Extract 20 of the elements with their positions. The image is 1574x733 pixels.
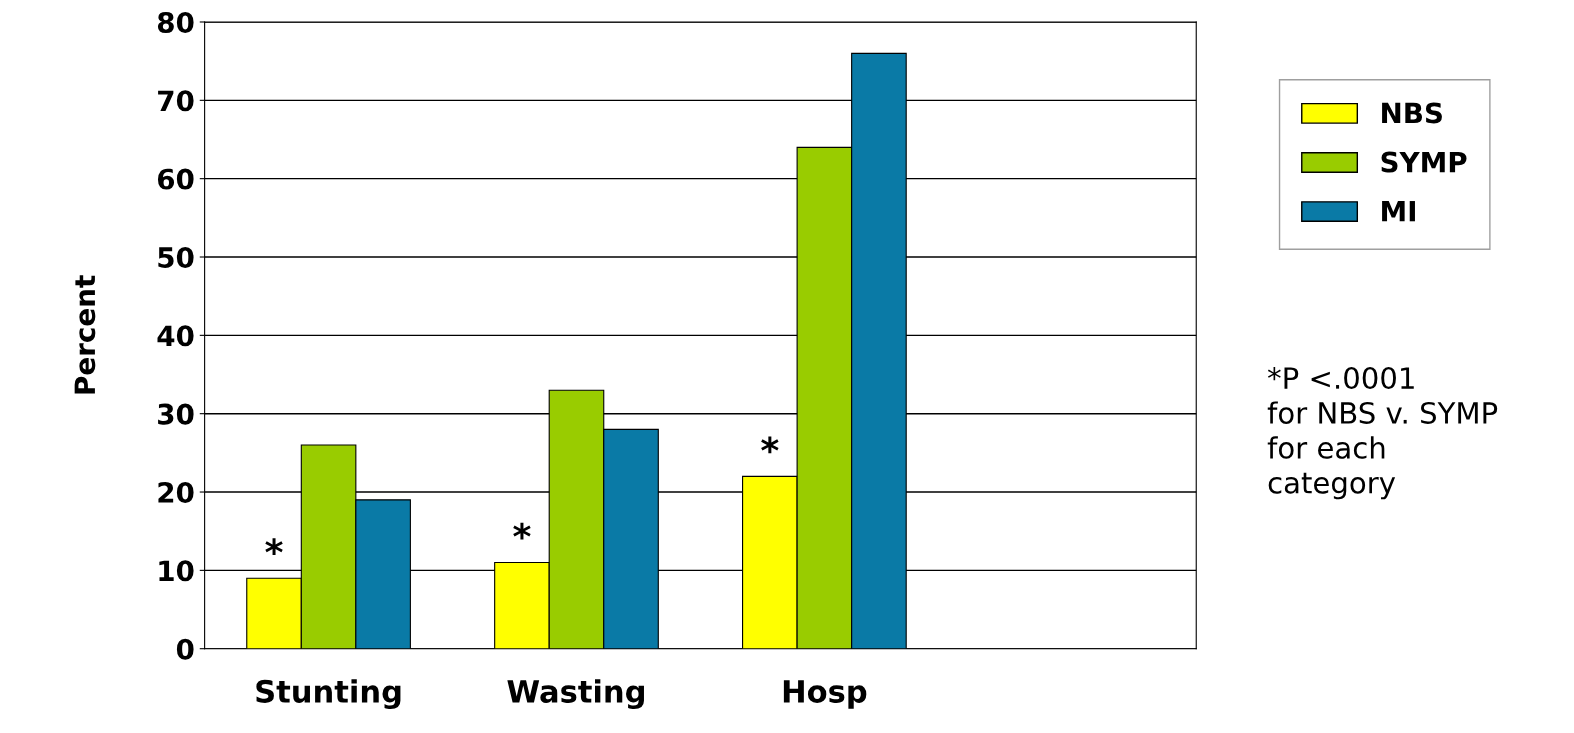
y-tick-label: 60 <box>157 168 194 190</box>
y-tick-label: 10 <box>159 560 194 582</box>
x-tick-label: Hosp <box>783 680 867 709</box>
annotation: * <box>265 538 283 556</box>
annotation: * <box>761 436 779 454</box>
y-tick-label: 80 <box>157 11 194 33</box>
y-tick-label: 0 <box>176 638 194 660</box>
legend-label: NBS <box>1382 102 1442 124</box>
y-tick-label: 20 <box>158 481 194 503</box>
x-tick-label: Wasting <box>507 679 644 710</box>
text: *P <.0001 for NBS v. SYMP for each category <box>1267 367 1498 500</box>
y-axis-title: Percent <box>74 275 96 394</box>
y-tick-label: 30 <box>158 403 194 425</box>
x-tick-label: Stunting <box>256 679 401 710</box>
legend-label: SYMP <box>1381 151 1467 173</box>
y-tick-label: 50 <box>158 246 194 268</box>
annotation: * <box>513 522 531 540</box>
legend-label: MI <box>1382 201 1415 222</box>
y-tick-label: 40 <box>157 325 194 347</box>
y-tick-label: 70 <box>158 90 194 112</box>
